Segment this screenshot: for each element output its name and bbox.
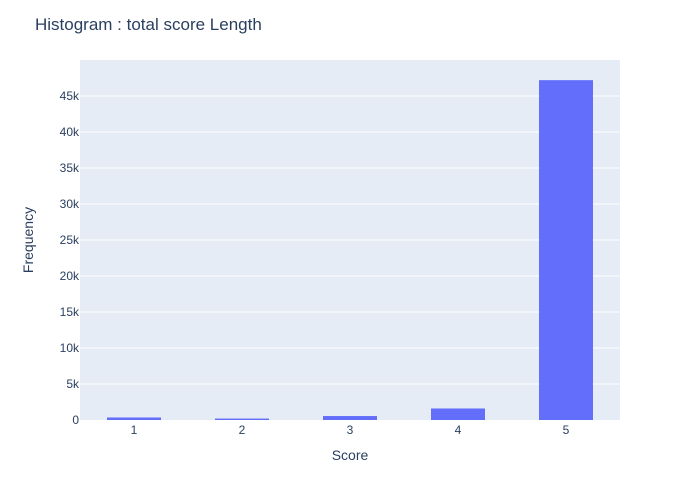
x-tick-labels: 1 2 3 4 5 <box>131 423 570 437</box>
y-tick-label: 10k <box>60 341 80 355</box>
y-tick-labels: 0 5k 10k 15k 20k 25k 30k 35k 40k 45k <box>60 89 80 427</box>
y-tick-label: 5k <box>66 377 80 391</box>
y-tick-label: 45k <box>60 89 80 103</box>
x-tick-label: 3 <box>347 423 354 437</box>
x-tick-label: 1 <box>131 423 138 437</box>
y-tick-label: 0 <box>72 413 79 427</box>
bars <box>107 80 593 420</box>
bar-score-2 <box>215 418 269 420</box>
bar-score-4 <box>431 408 485 420</box>
y-tick-label: 30k <box>60 197 80 211</box>
y-tick-label: 15k <box>60 305 80 319</box>
bar-score-5 <box>539 80 593 420</box>
grid-lines <box>80 95 620 385</box>
chart-title: Histogram : total score Length <box>35 15 262 34</box>
y-tick-label: 40k <box>60 125 80 139</box>
y-tick-label: 25k <box>60 233 80 247</box>
y-axis-title: Frequency <box>20 207 36 273</box>
x-axis-title: Score <box>332 447 369 463</box>
bar-score-1 <box>107 417 161 420</box>
x-tick-label: 5 <box>563 423 570 437</box>
y-tick-label: 35k <box>60 161 80 175</box>
x-tick-label: 4 <box>455 423 462 437</box>
y-tick-label: 20k <box>60 269 80 283</box>
x-tick-label: 2 <box>239 423 246 437</box>
bar-score-3 <box>323 416 377 420</box>
